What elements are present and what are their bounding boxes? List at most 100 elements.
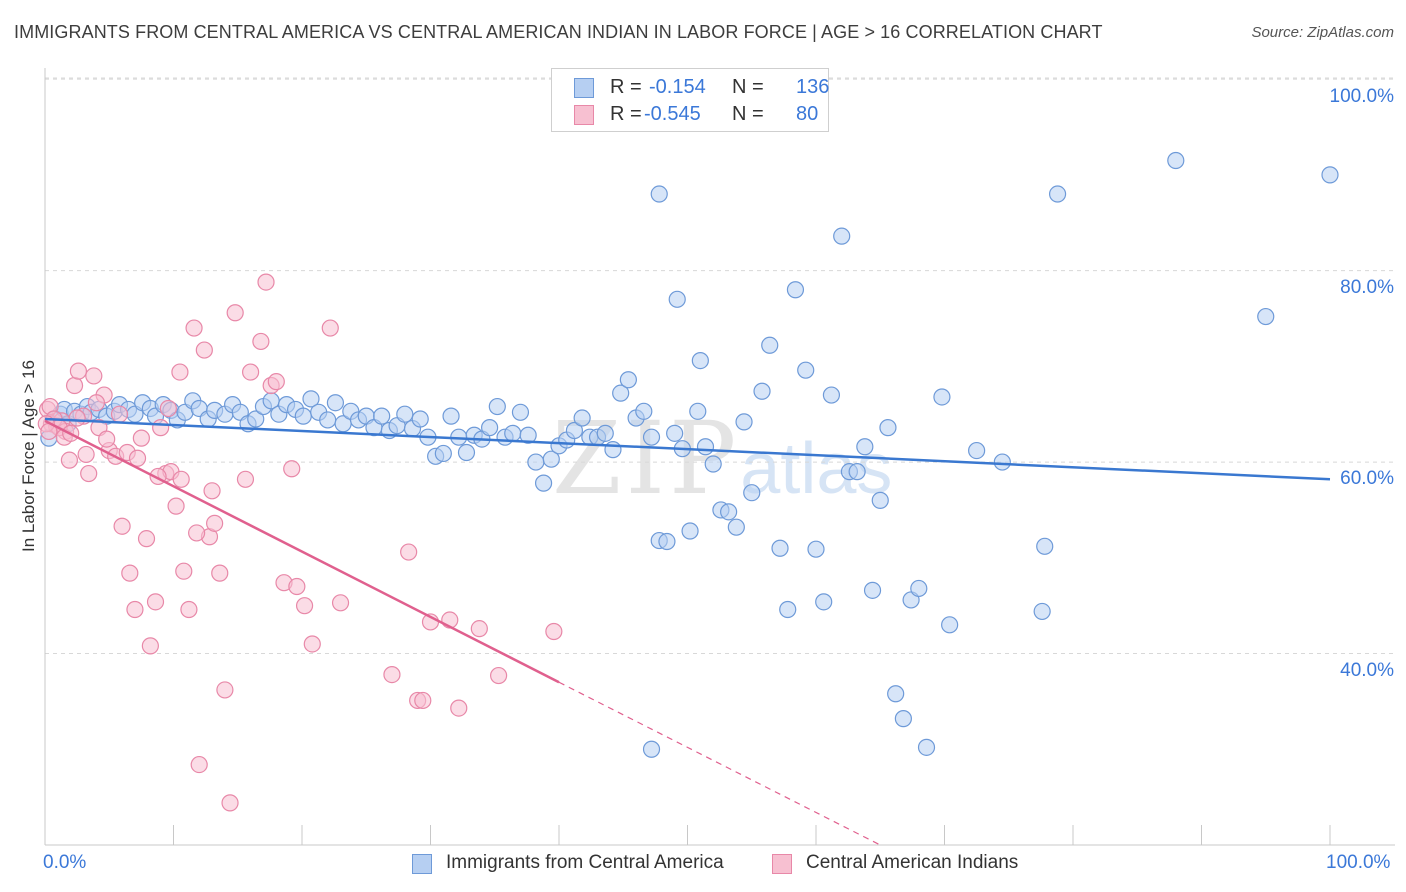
- data-point-central-america: [797, 361, 815, 379]
- data-point-central-america: [807, 540, 825, 558]
- data-point-central-america: [1257, 307, 1275, 326]
- data-point-central-america: [887, 685, 905, 703]
- data-point-central-american-indian: [98, 430, 116, 448]
- data-point-central-america: [511, 403, 530, 421]
- data-point-central-america: [879, 419, 897, 437]
- data-point-central-american-indian: [137, 530, 156, 548]
- data-point-central-america: [1033, 602, 1051, 621]
- legend-swatch-blue: [412, 854, 432, 874]
- data-point-central-american-indian: [68, 409, 86, 427]
- data-point-central-america: [735, 413, 753, 431]
- data-point-central-american-indian: [113, 517, 131, 535]
- data-point-central-america: [619, 371, 637, 389]
- trend-line-extension: [558, 681, 881, 846]
- data-point-central-american-indian: [190, 755, 208, 774]
- data-point-central-american-indian: [490, 666, 508, 685]
- data-point-central-american-indian: [132, 429, 150, 447]
- data-point-central-american-indian: [121, 564, 139, 582]
- data-point-central-america: [761, 336, 779, 354]
- data-point-central-america: [396, 405, 414, 423]
- data-point-central-american-indian: [470, 620, 488, 638]
- data-point-central-america: [604, 441, 622, 459]
- correlation-legend: R = -0.154 N = 136 R = -0.545 N = 80: [551, 68, 829, 132]
- data-point-central-american-indian: [152, 419, 170, 437]
- legend-n-label: N =: [732, 76, 764, 98]
- legend-label: Immigrants from Central America: [446, 852, 724, 873]
- x-tick-label-max: 100.0%: [1326, 852, 1391, 873]
- data-point-central-american-indian: [236, 470, 255, 488]
- data-point-central-american-indian: [141, 637, 159, 655]
- data-point-central-american-indian: [242, 363, 260, 381]
- data-point-central-america: [573, 409, 591, 427]
- data-point-central-america: [302, 390, 320, 408]
- data-point-central-american-indian: [85, 367, 103, 385]
- data-point-central-american-indian: [257, 273, 275, 291]
- data-point-central-america: [917, 738, 936, 756]
- source-credit: Source: ZipAtlas.com: [1251, 24, 1394, 41]
- data-point-central-america: [519, 426, 537, 444]
- data-point-central-america: [642, 740, 661, 758]
- data-point-central-america: [993, 453, 1011, 471]
- data-point-central-american-indian: [545, 622, 563, 641]
- chart-title: IMMIGRANTS FROM CENTRAL AMERICA VS CENTR…: [14, 22, 1103, 42]
- data-point-central-american-indian: [188, 524, 206, 542]
- data-point-central-america: [481, 419, 499, 437]
- data-point-central-america: [565, 421, 584, 440]
- data-point-central-american-indian: [226, 304, 244, 322]
- data-point-central-american-indian: [288, 577, 306, 596]
- data-point-central-america: [1321, 166, 1339, 184]
- data-point-central-american-indian: [267, 373, 285, 391]
- data-point-central-america: [534, 474, 553, 492]
- data-point-central-america: [488, 397, 506, 416]
- data-point-central-america: [720, 503, 738, 521]
- data-point-central-america: [1036, 537, 1054, 555]
- data-point-central-american-indian: [221, 794, 239, 812]
- data-point-central-american-indian: [60, 451, 79, 469]
- data-point-central-america: [779, 600, 797, 619]
- y-tick-label: 40.0%: [1340, 660, 1394, 681]
- data-point-central-american-indian: [180, 600, 198, 619]
- data-point-central-america: [612, 384, 630, 402]
- data-point-central-america: [373, 407, 391, 425]
- data-point-central-america: [848, 463, 866, 481]
- data-point-central-america: [596, 424, 614, 442]
- legend-n-label: N =: [732, 103, 764, 125]
- data-point-central-american-indian: [283, 460, 301, 478]
- data-point-central-america: [968, 441, 986, 460]
- data-point-central-american-indian: [383, 665, 401, 684]
- data-point-central-america: [1048, 185, 1067, 203]
- data-point-central-american-indian: [321, 319, 339, 337]
- data-point-central-america: [833, 227, 851, 245]
- data-point-central-america: [247, 410, 265, 428]
- data-point-central-america: [457, 443, 476, 462]
- data-point-central-american-indian: [87, 394, 106, 412]
- legend-n-value: 80: [796, 103, 819, 125]
- legend-label: Central American Indians: [806, 852, 1019, 873]
- y-tick-label: 80.0%: [1340, 277, 1394, 298]
- data-point-central-american-indian: [295, 597, 314, 615]
- trend-line-central-american-indian: [44, 419, 560, 684]
- data-point-central-american-indian: [400, 543, 418, 561]
- y-tick-label: 60.0%: [1340, 468, 1394, 489]
- x-tick-label-min: 0.0%: [43, 852, 87, 873]
- data-point-central-american-indian: [77, 445, 95, 464]
- data-point-central-america: [743, 484, 761, 502]
- data-point-central-america: [681, 522, 699, 540]
- data-point-central-american-indian: [159, 399, 177, 418]
- y-axis-label: In Labor Force | Age > 16: [19, 359, 38, 553]
- data-point-central-america: [294, 407, 312, 425]
- data-point-central-america: [894, 710, 912, 728]
- data-point-central-american-indian: [195, 341, 213, 359]
- data-point-central-america: [933, 388, 951, 406]
- legend-n-value: 136: [796, 76, 830, 98]
- data-point-central-america: [668, 290, 686, 308]
- data-point-central-america: [871, 491, 889, 509]
- data-point-central-american-indian: [331, 594, 350, 612]
- data-point-central-american-indian: [146, 593, 165, 611]
- data-point-central-america: [771, 539, 789, 557]
- data-point-central-america: [691, 351, 709, 370]
- y-tick-label: 100.0%: [1329, 86, 1394, 107]
- legend-swatch-pink: [574, 105, 594, 125]
- legend-swatch-blue: [574, 78, 594, 98]
- data-point-central-american-indian: [167, 497, 185, 515]
